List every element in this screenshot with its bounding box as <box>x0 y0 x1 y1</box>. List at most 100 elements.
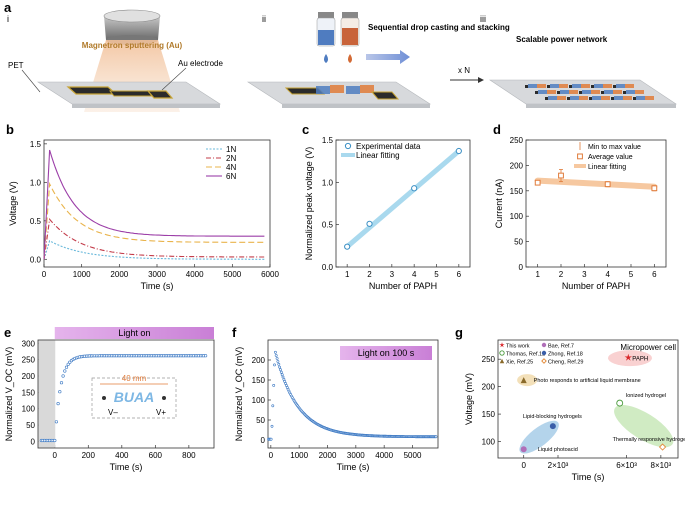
y-tick-label: 200 <box>22 372 36 381</box>
x-tick-label: 6000 <box>261 270 279 279</box>
data-point <box>59 381 64 385</box>
vial-orange-icon <box>340 12 360 47</box>
network-cell-orange <box>581 84 590 88</box>
legend-marker-avg <box>577 153 583 160</box>
y-tick-label: 150 <box>22 388 36 397</box>
legend-label-fit: Linear fitting <box>356 151 400 160</box>
plot-frame <box>335 139 471 268</box>
data-point <box>274 354 278 357</box>
data-point <box>651 185 658 192</box>
pos-terminal <box>162 396 166 400</box>
x-tick-label: 2000 <box>319 451 337 460</box>
marker-triangle <box>520 377 527 384</box>
y-tick-label: 0 <box>519 263 524 272</box>
legend-label-avg: Average value <box>588 154 633 161</box>
marker-diamond <box>541 358 547 364</box>
legend-label: Thomas, Ref.12 <box>506 352 545 358</box>
y-axis-title: Voltage (mV) <box>464 373 474 425</box>
sequential-label: Sequential drop casting and stacking <box>368 23 510 32</box>
x-tick-label: 5000 <box>404 451 422 460</box>
y-tick-label: 0.0 <box>30 255 42 264</box>
legend-label: Bae, Ref.7 <box>548 344 574 350</box>
x-axis-title: Time (s) <box>337 462 370 472</box>
neg-label: V– <box>108 408 118 417</box>
panel-g-chart: g 0 2×10³ 6×10³ 8×10³ 100 150 200 250 Time (s) Vol… <box>455 325 685 482</box>
network-cell-blue <box>614 96 623 100</box>
panel-a: a i ii iii Magnetron sputtering (Au) PET… <box>4 0 677 112</box>
network-electrode <box>579 91 582 94</box>
x-tick-label: 6×10³ <box>616 461 637 470</box>
marker-ring <box>616 399 624 407</box>
y-tick-label: 100 <box>22 405 36 414</box>
x-tick-label: 3 <box>390 270 395 279</box>
drop-blue-icon <box>324 54 328 63</box>
x-tick-label: 4 <box>412 270 417 279</box>
x-tick-label: 1000 <box>73 270 91 279</box>
y-tick-label: 200 <box>252 356 266 365</box>
network-cell-blue <box>528 84 537 88</box>
data-point <box>278 365 282 369</box>
x-tick-label: 2×10³ <box>548 461 569 470</box>
data-point <box>271 404 275 408</box>
y-tick-label: 50 <box>256 416 265 425</box>
marker-circle <box>541 350 547 356</box>
x-tick-label: 400 <box>115 451 129 460</box>
neg-terminal <box>102 396 106 400</box>
legend-label-6N: 6N <box>226 172 236 181</box>
x-tick-label: 2 <box>559 270 564 279</box>
x-tick-label: 5 <box>629 270 634 279</box>
ellipse-thomas-cheng <box>614 405 674 448</box>
series-line-1N <box>43 239 265 260</box>
magnetron-label: Magnetron sputtering (Au) <box>82 41 183 50</box>
network-cell-blue <box>560 90 569 94</box>
ellipse-bae-zhong <box>519 420 559 454</box>
x-tick-label: 1 <box>535 270 540 279</box>
legend-label: Cheng, Ref.29 <box>548 360 583 366</box>
x-tick-label: 3000 <box>148 270 166 279</box>
x-tick-label: 0 <box>269 451 274 460</box>
y-tick-label: 1.0 <box>322 178 334 187</box>
network-electrode <box>633 97 636 100</box>
x-tick-label: 4000 <box>186 270 204 279</box>
network-cell-blue <box>582 90 591 94</box>
data-point <box>66 362 70 366</box>
legend-label: This work <box>506 344 530 350</box>
x-tick-label: 5 <box>434 270 439 279</box>
data-point <box>58 390 62 394</box>
x-tick-label: 2 <box>367 270 372 279</box>
point-annotation: Thermally responsive hydrogel <box>613 437 685 443</box>
light-on-label: Light on <box>118 328 150 338</box>
y-tick-label: 250 <box>482 355 496 364</box>
network-cell-orange <box>601 96 610 100</box>
data-point <box>434 435 438 439</box>
point-annotation: Liquid photoacid <box>538 447 578 453</box>
network-cell-blue <box>636 96 645 100</box>
data-point <box>279 370 283 374</box>
data-point <box>275 357 279 360</box>
marker-circle <box>549 423 556 430</box>
network-electrode <box>623 91 626 94</box>
y-tick-label: 150 <box>252 376 266 385</box>
network-cell-blue <box>550 84 559 88</box>
network-cell-orange <box>591 90 600 94</box>
data-point <box>280 373 284 377</box>
network-electrode <box>591 85 594 88</box>
marker-ring <box>499 350 505 356</box>
inset-word: BUAA <box>114 389 154 405</box>
x-tick-label: 600 <box>149 451 163 460</box>
light-on-bar <box>54 327 215 339</box>
panel-label-e: e <box>4 325 11 340</box>
plot-frame <box>497 339 679 459</box>
x-tick-label: 0 <box>53 451 58 460</box>
y-tick-label: 100 <box>482 438 496 447</box>
network-electrode <box>525 85 528 88</box>
network-cell-orange <box>623 96 632 100</box>
data-point <box>63 369 67 373</box>
network-cell-orange <box>559 84 568 88</box>
network-cell-orange <box>603 84 612 88</box>
x-tick-label: 1000 <box>290 451 308 460</box>
y-tick-label: 250 <box>510 136 524 145</box>
x-axis-title: Number of PAPH <box>562 281 630 291</box>
data-point <box>64 365 69 369</box>
marker-diamond <box>658 443 667 451</box>
